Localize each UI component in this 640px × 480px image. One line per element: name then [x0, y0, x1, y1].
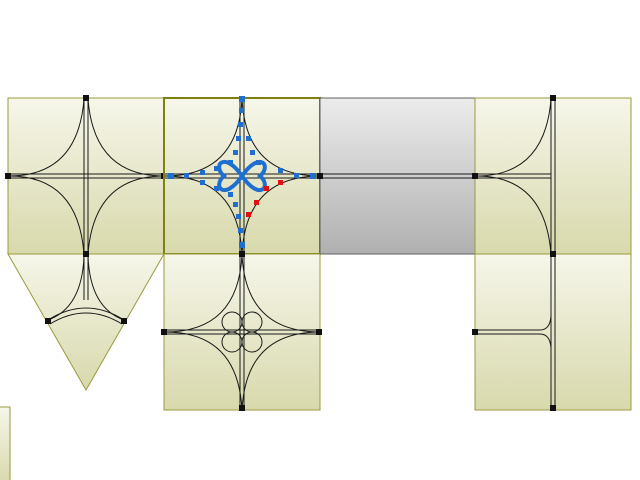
tile-straight-gray[interactable] — [317, 97, 478, 255]
track-nodes — [161, 251, 322, 411]
clover-loop — [221, 311, 263, 353]
track-lines — [164, 254, 321, 411]
track-lines — [47, 255, 125, 325]
track-lines — [475, 98, 556, 255]
track-lines — [8, 98, 165, 255]
track-nodes — [45, 251, 127, 324]
tile-side-junction[interactable] — [472, 251, 632, 411]
tile-cross-clover[interactable] — [161, 251, 322, 411]
track-lines — [320, 173, 475, 179]
clover-loop — [217, 160, 267, 192]
tile-t-junction[interactable] — [472, 95, 632, 257]
track-lines — [476, 255, 556, 410]
highlight-handles[interactable] — [246, 180, 283, 217]
selection-handles[interactable] — [168, 96, 316, 248]
track-nodes — [472, 251, 556, 411]
tile-triangle[interactable] — [7, 251, 165, 392]
tile-cross-curved[interactable] — [5, 95, 167, 257]
tile-partial-edge[interactable] — [0, 406, 11, 480]
tile-cross-selected[interactable] — [163, 96, 321, 255]
